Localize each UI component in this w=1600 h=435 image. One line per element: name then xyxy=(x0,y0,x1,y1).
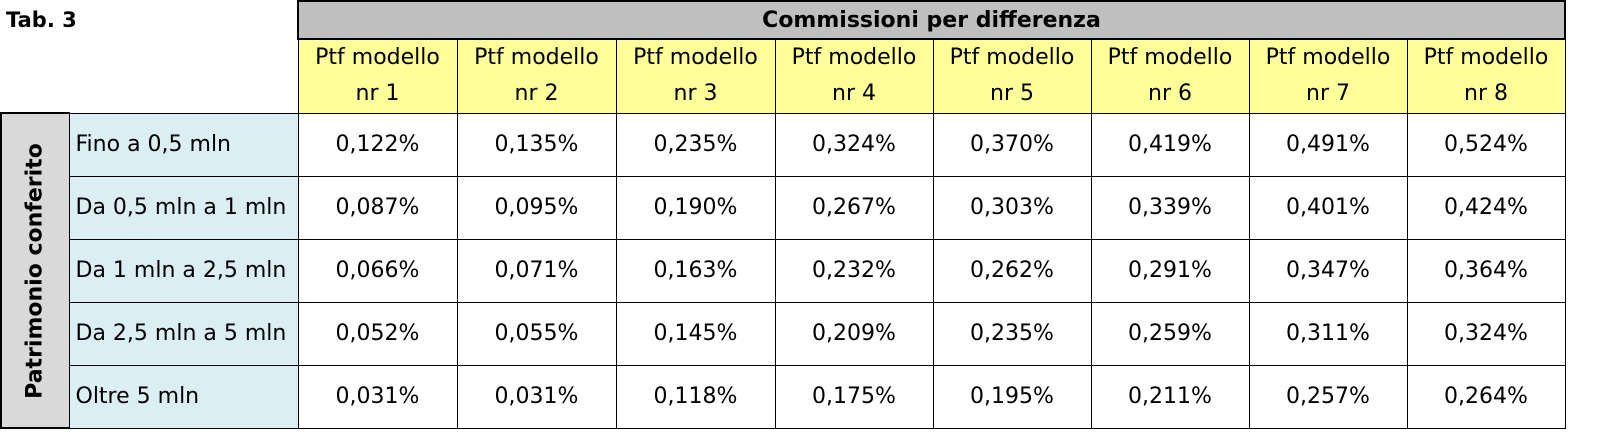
table-label: Tab. 3 xyxy=(6,8,77,32)
table-cell: 0,066% xyxy=(297,238,458,303)
table-cell: 0,401% xyxy=(1248,175,1408,240)
row-header: Fino a 0,5 mln xyxy=(68,112,299,177)
table-cell: 0,291% xyxy=(1090,238,1250,303)
table-cell: 0,419% xyxy=(1090,112,1250,177)
column-header-line2: nr 1 xyxy=(355,81,400,107)
row-group-header: Patrimonio conferito xyxy=(0,112,70,429)
column-header: Ptf modello nr 7 xyxy=(1248,38,1408,114)
table-cell: 0,524% xyxy=(1406,112,1566,177)
table-cell: 0,122% xyxy=(297,112,458,177)
table-cell: 0,264% xyxy=(1406,364,1566,429)
column-header-line2: nr 4 xyxy=(832,81,876,107)
table-row: Oltre 5 mln 0,031% 0,031% 0,118% 0,175% … xyxy=(1,364,1566,429)
table-cell: 0,311% xyxy=(1248,301,1408,366)
table-cell: 0,303% xyxy=(932,175,1092,240)
column-header-line1: Ptf modello xyxy=(1265,45,1391,71)
column-header-line1: Ptf modello xyxy=(949,45,1075,71)
table-cell: 0,052% xyxy=(297,301,458,366)
table-cell: 0,175% xyxy=(774,364,934,429)
column-header-line2: nr 3 xyxy=(673,81,718,107)
table-cell: 0,235% xyxy=(615,112,776,177)
column-header-line1: Ptf modello xyxy=(791,45,917,71)
column-header: Ptf modello nr 5 xyxy=(932,38,1092,114)
row-header: Da 0,5 mln a 1 mln xyxy=(68,175,299,240)
column-header: Ptf modello nr 8 xyxy=(1406,38,1566,114)
table-cell: 0,071% xyxy=(456,238,617,303)
table-cell: 0,031% xyxy=(297,364,458,429)
table-cell: 0,031% xyxy=(456,364,617,429)
table-cell: 0,259% xyxy=(1090,301,1250,366)
table-cell: 0,324% xyxy=(774,112,934,177)
commissions-table: Commissioni per differenza Ptf modello nr… xyxy=(0,0,1566,429)
table-row: Da 0,5 mln a 1 mln 0,087% 0,095% 0,190% … xyxy=(1,175,1566,240)
table-cell: 0,145% xyxy=(615,301,776,366)
column-header: Ptf modello nr 1 xyxy=(297,38,458,114)
column-header-line1: Ptf modello xyxy=(474,45,599,71)
table-cell: 0,364% xyxy=(1406,238,1566,303)
column-header-line1: Ptf modello xyxy=(1107,45,1233,71)
column-header: Ptf modello nr 4 xyxy=(774,38,934,114)
table-cell: 0,095% xyxy=(456,175,617,240)
column-header-line1: Ptf modello xyxy=(315,45,440,71)
table-cell: 0,232% xyxy=(774,238,934,303)
table-cell: 0,347% xyxy=(1248,238,1408,303)
column-header: Ptf modello nr 2 xyxy=(456,38,617,114)
row-header: Da 2,5 mln a 5 mln xyxy=(68,301,299,366)
table-cell: 0,118% xyxy=(615,364,776,429)
column-header-line2: nr 5 xyxy=(990,81,1034,107)
table-cell: 0,163% xyxy=(615,238,776,303)
table-cell: 0,135% xyxy=(456,112,617,177)
row-group-label: Patrimonio conferito xyxy=(22,142,48,399)
table-cell: 0,267% xyxy=(774,175,934,240)
column-header-line2: nr 8 xyxy=(1464,81,1508,107)
table-cell: 0,211% xyxy=(1090,364,1250,429)
corner-blank xyxy=(1,1,298,113)
table-row: Da 1 mln a 2,5 mln 0,066% 0,071% 0,163% … xyxy=(1,238,1566,303)
group-header: Commissioni per differenza xyxy=(297,0,1566,40)
table-cell: 0,235% xyxy=(932,301,1092,366)
column-header-line2: nr 7 xyxy=(1306,81,1350,107)
table-cell: 0,491% xyxy=(1248,112,1408,177)
table-cell: 0,055% xyxy=(456,301,617,366)
table-row: Patrimonio conferito Fino a 0,5 mln 0,12… xyxy=(0,112,1566,429)
column-header: Ptf modello nr 6 xyxy=(1090,38,1250,114)
table-cell: 0,209% xyxy=(774,301,934,366)
table-cell: 0,190% xyxy=(615,175,776,240)
table-cell: 0,339% xyxy=(1090,175,1250,240)
row-header: Da 1 mln a 2,5 mln xyxy=(68,238,299,303)
column-header: Ptf modello nr 3 xyxy=(615,38,776,114)
table-cell: 0,424% xyxy=(1406,175,1566,240)
row-header: Oltre 5 mln xyxy=(68,364,299,429)
table-cell: 0,195% xyxy=(932,364,1092,429)
table-cell: 0,324% xyxy=(1406,301,1566,366)
column-header-line1: Ptf modello xyxy=(633,45,758,71)
table-cell: 0,262% xyxy=(932,238,1092,303)
table-cell: 0,087% xyxy=(297,175,458,240)
column-header-line2: nr 2 xyxy=(514,81,559,107)
column-header-line2: nr 6 xyxy=(1148,81,1192,107)
table-cell: 0,257% xyxy=(1248,364,1408,429)
table-row: Da 2,5 mln a 5 mln 0,052% 0,055% 0,145% … xyxy=(1,301,1566,366)
table-cell: 0,370% xyxy=(932,112,1092,177)
column-header-line1: Ptf modello xyxy=(1423,45,1549,71)
